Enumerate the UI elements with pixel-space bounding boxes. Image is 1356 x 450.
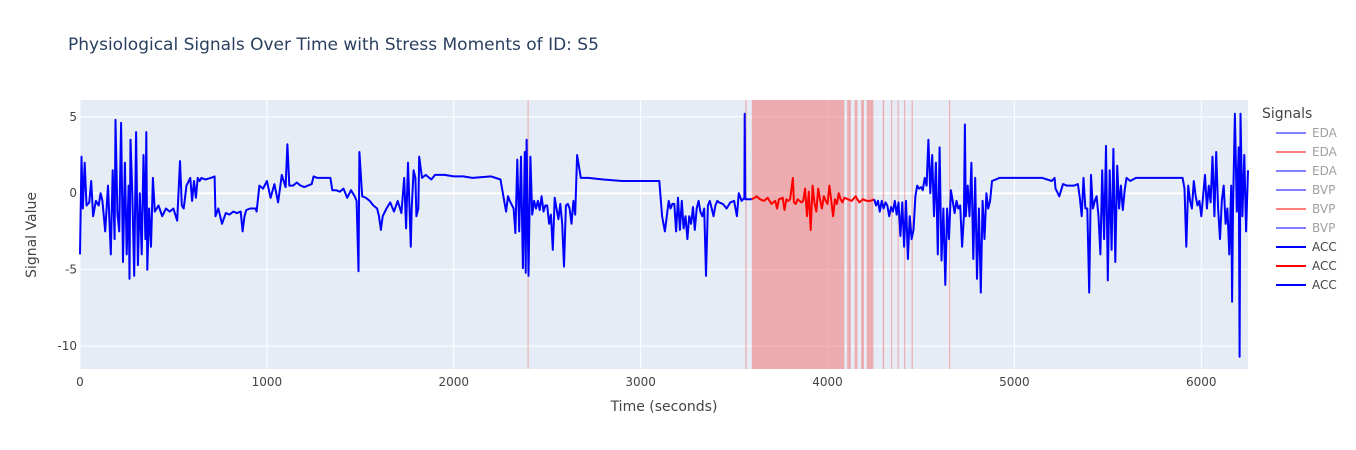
legend-label: BVP: [1312, 183, 1335, 197]
stress-band: [891, 100, 893, 369]
plot-area[interactable]: [80, 100, 1248, 369]
legend-title: Signals: [1262, 106, 1312, 122]
y-axis-title: Signal Value: [24, 192, 40, 278]
x-tick-label: 1000: [252, 375, 283, 389]
legend-label: EDA: [1312, 126, 1338, 140]
y-tick-label: 5: [69, 110, 77, 124]
legend-label: ACC: [1312, 278, 1337, 292]
x-tick-label: 6000: [1186, 375, 1217, 389]
legend-label: EDA: [1312, 145, 1338, 159]
x-tick-label: 0: [76, 375, 84, 389]
stress-band: [861, 100, 864, 369]
axis-ticks: 0 1000 2000 3000 4000 5000 6000 5 0 -5 -10: [57, 110, 1216, 389]
y-tick-label: -5: [65, 263, 77, 277]
x-tick-label: 4000: [812, 375, 843, 389]
legend-item[interactable]: EDA: [1276, 126, 1338, 140]
legend-label: BVP: [1312, 202, 1335, 216]
legend-item[interactable]: EDA: [1276, 145, 1338, 159]
x-tick-label: 2000: [438, 375, 469, 389]
series-line-1[interactable]: [751, 176, 875, 231]
legend-item[interactable]: ACC: [1276, 259, 1337, 273]
signal-lines: [79, 112, 1249, 358]
stress-band: [847, 100, 851, 369]
stress-band: [751, 100, 845, 369]
stress-band: [854, 100, 858, 369]
stress-band: [897, 100, 899, 369]
stress-band: [866, 100, 874, 369]
x-tick-label: 3000: [625, 375, 656, 389]
series-line-2[interactable]: [873, 112, 1249, 358]
legend-label: BVP: [1312, 221, 1335, 235]
legend-label: ACC: [1312, 259, 1337, 273]
stress-bands: [527, 100, 951, 369]
stress-band: [882, 100, 885, 369]
x-tick-label: 5000: [999, 375, 1030, 389]
legend-item[interactable]: EDA: [1276, 164, 1338, 178]
legend-item[interactable]: ACC: [1276, 278, 1337, 292]
stress-band: [745, 100, 747, 369]
legend-item[interactable]: BVP: [1276, 202, 1335, 216]
y-tick-label: -10: [57, 339, 77, 353]
series-line-0[interactable]: [79, 112, 752, 280]
legend-label: ACC: [1312, 240, 1337, 254]
grid-lines: [79, 100, 1248, 369]
y-tick-label: 0: [69, 186, 77, 200]
legend-item[interactable]: BVP: [1276, 183, 1335, 197]
chart-title: Physiological Signals Over Time with Str…: [68, 35, 599, 55]
legend-item[interactable]: BVP: [1276, 221, 1335, 235]
legend: Signals EDA EDA EDA BVP BVP BVP ACC ACC ACC: [1262, 106, 1338, 292]
x-axis-title: Time (seconds): [610, 399, 718, 415]
legend-item[interactable]: ACC: [1276, 240, 1337, 254]
legend-label: EDA: [1312, 164, 1338, 178]
